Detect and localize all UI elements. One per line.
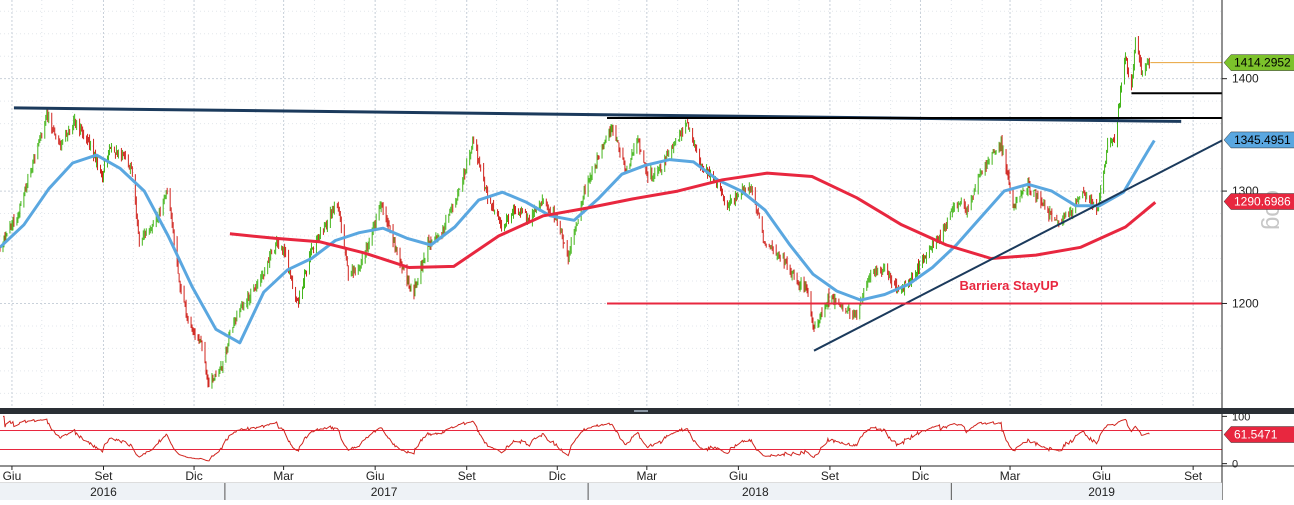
divider-grip <box>634 410 648 412</box>
oscillator-panel <box>0 414 1222 466</box>
x-month-label: Mar <box>273 469 294 483</box>
x-month-label: Mar <box>1000 469 1021 483</box>
x-year-label: 2016 <box>90 485 117 499</box>
y-tick-label: 1200 <box>1232 296 1259 310</box>
price-bars <box>0 35 1150 389</box>
barrier-annotation: Barriera StayUP <box>960 278 1059 293</box>
x-month-label: Giu <box>3 469 22 483</box>
x-month-label: Set <box>1184 469 1203 483</box>
x-month-label: Set <box>458 469 477 483</box>
x-year-label: 2019 <box>1088 485 1115 499</box>
x-year-label: 2017 <box>371 485 398 499</box>
moving-average-slow-line <box>229 171 1157 269</box>
oscillator-tick-label: 0 <box>1232 459 1238 471</box>
x-year-label: 2018 <box>742 485 769 499</box>
x-month-label: Dic <box>912 469 929 483</box>
oscillator-value-tag-background <box>1223 426 1294 443</box>
resistance-trendline <box>13 106 1182 123</box>
x-month-label: Dic <box>185 469 202 483</box>
x-month-label: Giu <box>366 469 385 483</box>
oscillator-line <box>3 415 1150 462</box>
support-trendline <box>813 139 1223 352</box>
axis-and-value-labels: oog12001300140010001414.29521345.4951129… <box>3 54 1294 500</box>
slow-ma-value-tag: 1290.6986 <box>1234 195 1291 209</box>
y-tick-label: 1400 <box>1232 72 1259 86</box>
fast-ma-value-tag: 1345.4951 <box>1234 133 1291 147</box>
right-axis-background <box>1222 0 1294 500</box>
last-price-tag-background <box>1223 54 1294 71</box>
oscillator-background <box>0 414 1222 466</box>
oscillator-value-tag: 61.5471 <box>1234 428 1278 442</box>
x-month-label: Dic <box>549 469 566 483</box>
fast-ma-value-tag-background <box>1223 131 1294 149</box>
x-month-label: Giu <box>729 469 748 483</box>
x-month-label: Mar <box>636 469 657 483</box>
x-month-label: Set <box>821 469 840 483</box>
year-axis-band <box>0 483 1222 500</box>
x-month-label: Set <box>94 469 113 483</box>
overlay-lines: Barriera StayUP <box>0 62 1223 352</box>
x-month-label: Giu <box>1092 469 1111 483</box>
slow-ma-value-tag-background <box>1223 193 1294 210</box>
last-price-tag: 1414.2952 <box>1234 56 1291 70</box>
oscillator-tick-label: 100 <box>1232 411 1250 423</box>
gridlines <box>0 0 1222 466</box>
